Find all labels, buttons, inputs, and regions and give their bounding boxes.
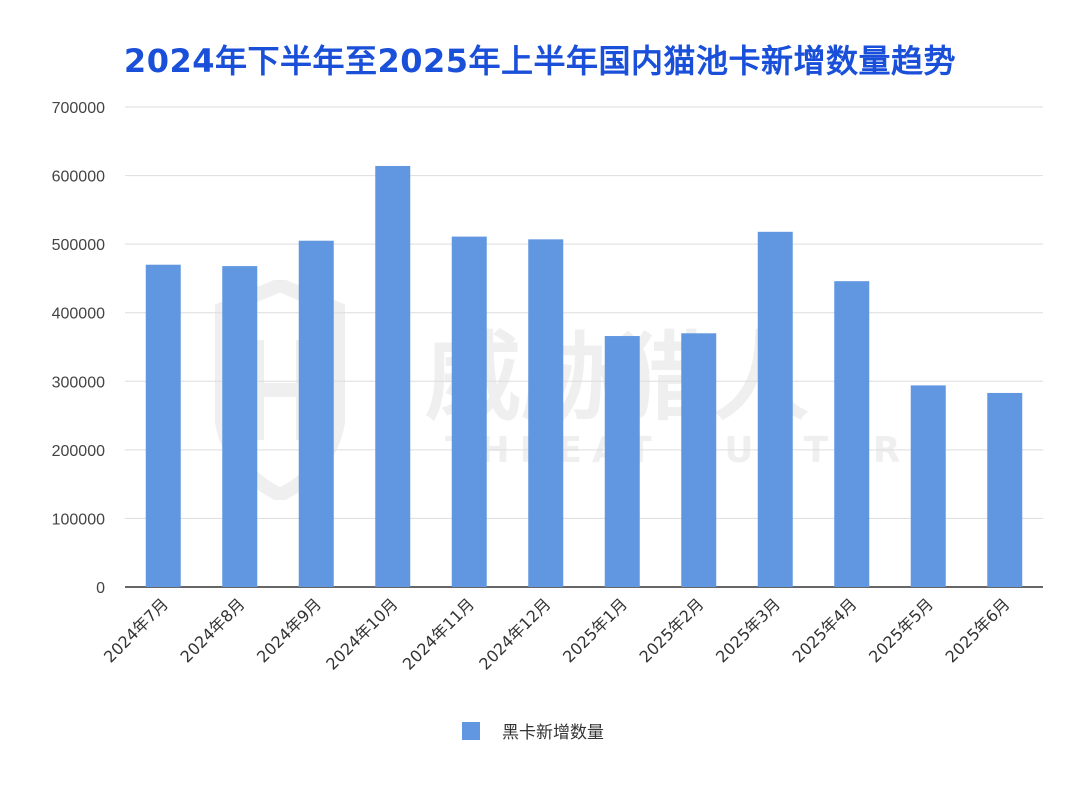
bar (681, 333, 717, 587)
y-tick-label: 0 (96, 580, 105, 597)
y-tick-label: 100000 (52, 511, 105, 528)
bar (910, 385, 946, 587)
bar (451, 236, 487, 587)
x-axis: 2024年7月 2024年8月 2024年9月2024年10月2024年11月202… (100, 594, 1014, 673)
x-tick-label: 2024年12月 (475, 594, 554, 673)
y-tick-label: 300000 (52, 374, 105, 391)
x-tick-label: 2025年4月 (789, 594, 861, 666)
y-tick-label: 600000 (52, 169, 105, 186)
bar (298, 240, 334, 587)
x-tick-label: 2025年3月 (712, 594, 784, 666)
x-tick-label: 2024年8月 (177, 594, 249, 666)
grid-lines (125, 106, 1043, 588)
x-tick-label: 2024年9月 (253, 594, 325, 666)
bar (528, 239, 564, 588)
x-tick-label: 2025年6月 (942, 594, 1014, 666)
bar (145, 264, 181, 587)
x-tick-label: 2024年10月 (322, 594, 401, 673)
watermark-en: THREAT HUNTER (445, 430, 911, 471)
x-tick-label: 2025年5月 (865, 594, 937, 666)
bar (375, 165, 411, 587)
bar (222, 266, 258, 587)
x-tick-label: 2024年7月 (100, 594, 172, 666)
y-tick-label: 700000 (52, 100, 105, 117)
legend: 黑卡新增数量 (462, 718, 604, 743)
chart-title: 2024年下半年至2025年上半年国内猫池卡新增数量趋势 (123, 42, 957, 80)
x-tick-label: 2024年11月 (399, 594, 478, 673)
bar (834, 281, 870, 587)
y-tick-label: 200000 (52, 443, 105, 460)
bars (145, 165, 1023, 588)
x-tick-label: 2025年2月 (636, 594, 708, 666)
y-tick-label: 500000 (52, 237, 105, 254)
legend-label: 黑卡新增数量 (502, 723, 604, 743)
bar (757, 231, 793, 588)
x-tick-label: 2025年1月 (559, 594, 631, 666)
legend-swatch (462, 721, 480, 740)
bar (987, 392, 1023, 587)
bar (604, 336, 640, 587)
y-axis: 0 100000 200000 300000 400000 500000 600000 700… (52, 100, 105, 597)
y-tick-label: 400000 (52, 306, 105, 323)
